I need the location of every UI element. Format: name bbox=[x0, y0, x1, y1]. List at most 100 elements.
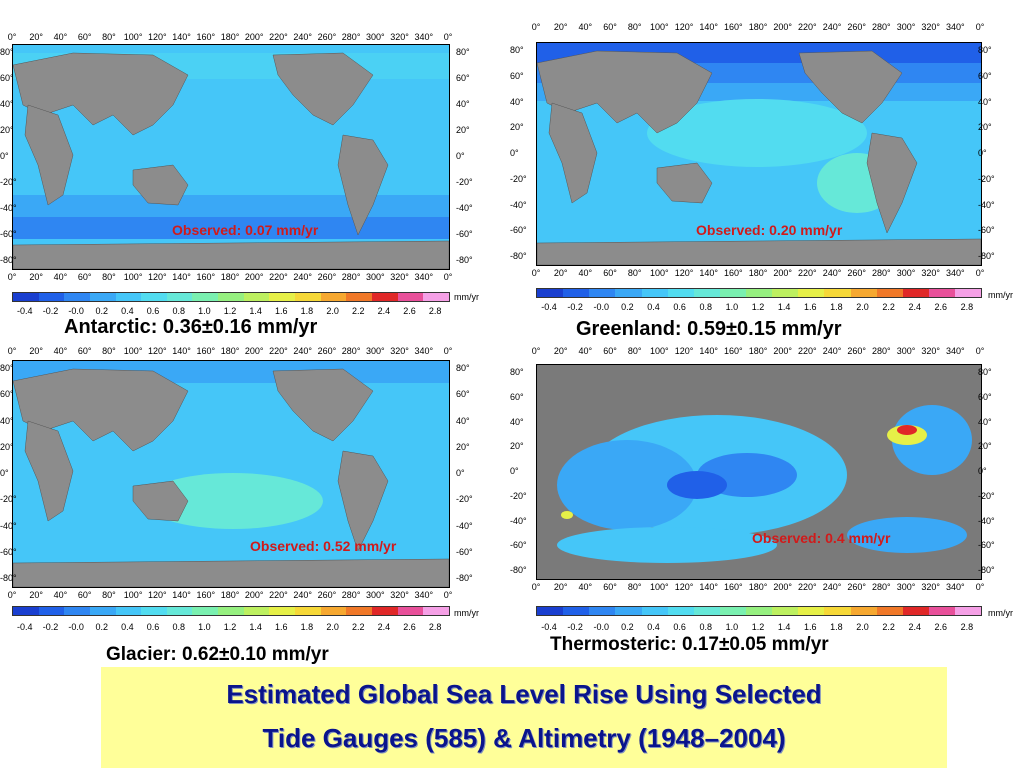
colorbar-tick-label: 1.0 bbox=[725, 622, 739, 632]
longitude-tick-label: 100° bbox=[650, 582, 669, 592]
longitude-tick-label: 180° bbox=[220, 346, 240, 356]
latitude-tick-label: 0° bbox=[0, 468, 9, 478]
colorbar-swatch bbox=[537, 289, 564, 297]
longitude-tick-label: 40° bbox=[53, 590, 68, 600]
colorbar-swatch bbox=[192, 607, 219, 615]
colorbar-tick-label: -0.4 bbox=[541, 302, 557, 312]
colorbar-tick-label: 1.8 bbox=[830, 302, 843, 312]
colorbar-swatch bbox=[850, 289, 877, 297]
colorbar-swatch bbox=[346, 293, 372, 301]
longitude-tick-label: 240° bbox=[822, 582, 842, 592]
colorbar-tick-label: 1.4 bbox=[249, 306, 262, 316]
longitude-tick-label: 240° bbox=[822, 22, 842, 32]
colorbar-tick-label: 1.4 bbox=[249, 622, 262, 632]
colorbar-tick-label: 2.4 bbox=[377, 306, 391, 316]
colorbar-tick-label: 0.2 bbox=[621, 302, 634, 312]
observed-label: Observed: 0.4 mm/yr bbox=[752, 530, 891, 546]
longitude-tick-label: 140° bbox=[172, 32, 191, 42]
colorbar-unit: mm/yr bbox=[454, 292, 479, 302]
longitude-tick-label: 260° bbox=[317, 590, 337, 600]
longitude-tick-label: 20° bbox=[29, 272, 44, 282]
colorbar-tick-label: 2.2 bbox=[882, 302, 895, 312]
latitude-tick-label: 40° bbox=[0, 415, 14, 426]
colorbar-tick-label: -0.0 bbox=[68, 306, 84, 316]
colorbar-tick-label: 2.6 bbox=[403, 622, 416, 632]
longitude-tick-label: 20° bbox=[553, 22, 568, 32]
longitude-tick-label: 300° bbox=[896, 346, 916, 356]
title-line-1: Estimated Global Sea Level Rise Using Se… bbox=[226, 679, 822, 709]
colorbar-swatch bbox=[397, 607, 424, 615]
colorbar-swatch bbox=[824, 289, 851, 297]
colorbar-tick-label: 1.6 bbox=[275, 306, 288, 316]
longitude-tick-label: 140° bbox=[172, 346, 191, 356]
latitude-tick-label: -20° bbox=[510, 173, 527, 184]
latitude-tick-label: 40° bbox=[510, 416, 524, 427]
colorbar-swatch bbox=[269, 607, 296, 615]
latitude-tick-label: 80° bbox=[978, 45, 992, 55]
longitude-tick-label: 280° bbox=[872, 268, 891, 278]
colorbar-swatch bbox=[115, 607, 142, 615]
longitude-tick-label: 60° bbox=[603, 582, 617, 592]
colorbar-tick-label: 0.6 bbox=[673, 302, 686, 312]
longitude-tick-label: 340° bbox=[414, 590, 434, 600]
colorbar bbox=[536, 606, 982, 616]
colorbar-swatch bbox=[295, 607, 321, 615]
latitude-tick-label: -40° bbox=[978, 199, 995, 210]
colorbar-tick-label: 2.0 bbox=[326, 306, 339, 316]
colorbar-swatch bbox=[218, 607, 244, 615]
colorbar-swatch bbox=[719, 289, 746, 297]
longitude-tick-label: 300° bbox=[366, 346, 385, 356]
colorbar-tick-label: 1.6 bbox=[803, 302, 817, 312]
colorbar-swatch bbox=[423, 607, 449, 615]
colorbar-tick-label: 1.2 bbox=[751, 302, 765, 312]
colorbar-tick-label: 0.8 bbox=[172, 622, 185, 632]
longitude-tick-label: 340° bbox=[946, 582, 965, 592]
latitude-tick-label: 0° bbox=[510, 148, 519, 158]
latitude-tick-label: 0° bbox=[978, 466, 987, 476]
longitude-tick-label: 300° bbox=[366, 590, 385, 600]
longitude-tick-label: 120° bbox=[674, 346, 694, 356]
colorbar-tick-label: 1.2 bbox=[223, 306, 237, 316]
colorbar-tick-label: 0.2 bbox=[95, 622, 109, 632]
colorbar-tick-label: 0.4 bbox=[647, 302, 660, 312]
longitude-tick-label: 260° bbox=[317, 346, 337, 356]
colorbar-tick-label: 0.4 bbox=[121, 622, 134, 632]
longitude-tick-label: 160° bbox=[196, 590, 216, 600]
latitude-tick-label: 60° bbox=[978, 70, 992, 81]
latitude-tick-label: 20° bbox=[456, 441, 470, 452]
longitude-tick-label: 220° bbox=[798, 346, 817, 356]
longitude-tick-label: 160° bbox=[724, 582, 743, 592]
longitude-tick-label: 200° bbox=[773, 346, 792, 356]
longitude-tick-label: 300° bbox=[896, 268, 916, 278]
sea-level-map bbox=[537, 365, 981, 579]
longitude-tick-label: 40° bbox=[53, 272, 68, 282]
panel-caption: Thermosteric: 0.17±0.05 mm/yr bbox=[550, 634, 829, 655]
colorbar-swatch bbox=[166, 607, 193, 615]
latitude-tick-label: -60° bbox=[456, 229, 473, 239]
longitude-tick-label: 240° bbox=[293, 272, 312, 282]
longitude-tick-label: 20° bbox=[29, 32, 44, 42]
colorbar-swatch bbox=[192, 293, 219, 301]
longitude-tick-label: 60° bbox=[77, 272, 92, 282]
latitude-tick-label: -80° bbox=[456, 255, 473, 265]
colorbar-swatch bbox=[746, 289, 773, 297]
map-antarctic bbox=[12, 44, 450, 270]
panel-thermosteric: 0° 20° 40° 60° 80° 100° 120° 140° 160° 180° 200° 22… bbox=[510, 340, 1024, 668]
longitude-tick-label: 260° bbox=[847, 346, 866, 356]
longitude-tick-label: 340° bbox=[946, 346, 965, 356]
latitude-tick-label: 40° bbox=[456, 415, 470, 426]
longitude-tick-label: 320° bbox=[921, 22, 940, 32]
longitude-tick-label: 220° bbox=[269, 272, 288, 282]
colorbar-swatch bbox=[563, 289, 590, 297]
longitude-tick-label: 160° bbox=[196, 32, 216, 42]
latitude-tick-label: -40° bbox=[456, 203, 473, 213]
colorbar-tick-label: 1.0 bbox=[198, 622, 211, 632]
colorbar-swatch bbox=[615, 289, 642, 297]
colorbar-tick-label: 2.4 bbox=[908, 622, 921, 632]
map-greenland bbox=[536, 42, 982, 266]
sea-level-map bbox=[13, 45, 449, 269]
colorbar bbox=[12, 606, 450, 616]
colorbar-swatch bbox=[295, 293, 321, 301]
colorbar-swatch bbox=[141, 293, 167, 301]
colorbar-tick-label: 2.8 bbox=[428, 622, 442, 632]
